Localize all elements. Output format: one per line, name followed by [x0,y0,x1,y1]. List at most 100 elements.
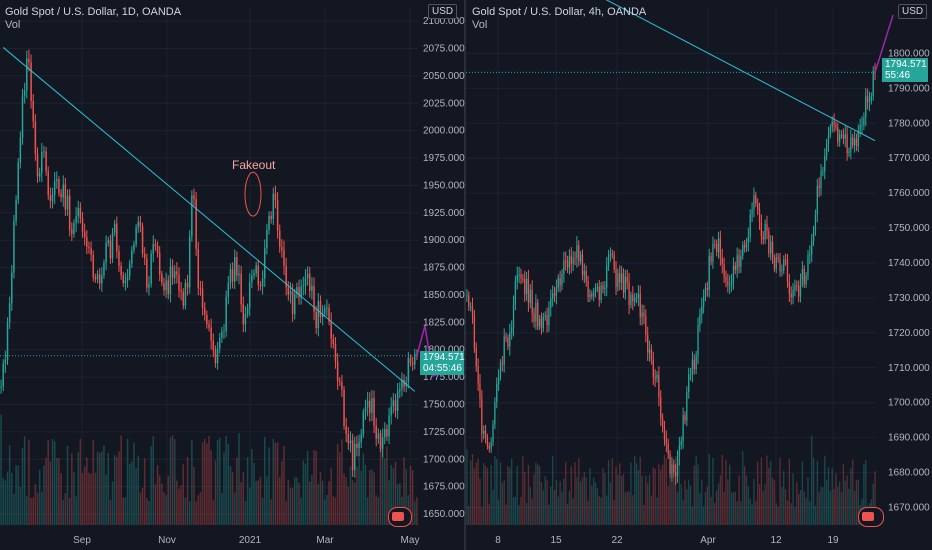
volume-bar [725,459,727,525]
volume-bar [784,489,787,525]
candle-body [328,307,330,322]
y-tick-label: 1850.000 [423,290,465,301]
volume-bar [734,491,736,525]
volume-bar [579,481,582,525]
candle-body [682,415,684,441]
volume-bar [261,497,264,525]
candle-body [105,242,107,263]
volume-bar [497,499,500,525]
volume-bar [319,472,322,525]
events-badge-4h[interactable] [858,507,884,527]
candle-body [146,258,148,288]
candle-body [574,258,576,260]
volume-bar [19,486,22,525]
candle-body [156,245,159,253]
candle-body [289,291,292,295]
volume-bar [740,501,742,525]
volume-bar [706,486,708,525]
volume-bar [641,475,643,525]
candle-body [673,464,675,473]
candle-body [326,307,328,309]
currency-button-4h[interactable]: USD [898,4,928,19]
candle-body [572,258,574,264]
candle-body [86,237,88,248]
candle-body [81,217,84,232]
events-badge-1d[interactable] [388,507,412,527]
volume-bar [248,487,251,525]
candle-body [747,236,749,243]
candle-body [345,425,347,434]
candle-body [414,353,416,365]
symbol-title-1d[interactable]: Gold Spot / U.S. Dollar, 1D, OANDA [5,6,182,18]
volume-bar [777,506,779,525]
volume-bar [92,439,94,525]
volume-bar [278,477,281,525]
candle-body [371,398,373,413]
candle-body [116,223,118,252]
candle-body [60,193,62,198]
volume-bar [411,469,414,525]
volume-bar [11,472,13,525]
candle-body [470,306,472,308]
candle-body [199,287,202,289]
volume-bar [143,458,146,525]
candle-body [831,121,833,128]
currency-button-1d[interactable]: USD [428,4,458,19]
candles [0,49,418,478]
last-price-tag-4h[interactable]: 1794.571 55:46 [882,58,928,82]
volume-bar [643,504,645,525]
candle-body [473,314,476,348]
candle-body [466,295,468,297]
volume-bar [343,473,345,525]
volume-bars [466,435,876,525]
candle-body [546,315,548,326]
candle-body [607,255,610,266]
volume-bar [201,442,204,525]
volume-bar [710,496,712,525]
last-price-1d: 1794.571 [423,352,465,363]
candle-body [514,281,517,305]
candle-body [689,374,692,376]
volume-bar [822,487,824,525]
candle-body [251,275,253,283]
candle-body [392,400,395,407]
volume-bar [559,481,561,525]
x-tick-label: 8 [495,535,501,546]
volume-label-4h[interactable]: Vol [472,19,488,31]
y-tick-label: 1750.000 [423,400,465,411]
candle-body [379,433,382,449]
volume-bar [77,452,79,525]
candle-body [617,273,619,287]
volume-bar [697,464,699,525]
volume-bar [56,457,58,525]
volume-bar [840,492,843,525]
volume-bar [128,463,131,525]
candle-body [477,366,479,383]
fakeout-label[interactable]: Fakeout [232,158,276,172]
candle-body [743,245,746,248]
candle-body [356,444,358,449]
y-tick-label: 1800.000 [423,345,465,356]
symbol-title-4h[interactable]: Gold Spot / U.S. Dollar, 4h, OANDA [472,6,647,18]
volume-bar [540,482,543,525]
volume-bar [719,475,722,525]
volume-bar [291,487,294,525]
candle-body [857,130,859,146]
candle-body [676,457,679,477]
volume-bar [669,475,671,525]
last-price-tag-1d[interactable]: 1794.571 04:55:46 [420,351,465,375]
candle-body [764,223,766,240]
volume-bar [499,462,502,525]
volume-bar [512,497,515,525]
candle-body [167,280,170,295]
candle-body [656,374,658,379]
candle-body [49,194,52,202]
pane-1d: 2100.000 2075.000 2050.000 2025.000 2000.000… [0,8,465,546]
volume-bar [475,462,477,525]
candle-body [585,271,587,281]
candle-body [581,254,584,276]
volume-label-1d[interactable]: Vol [5,19,21,31]
volume-bar [375,495,377,525]
